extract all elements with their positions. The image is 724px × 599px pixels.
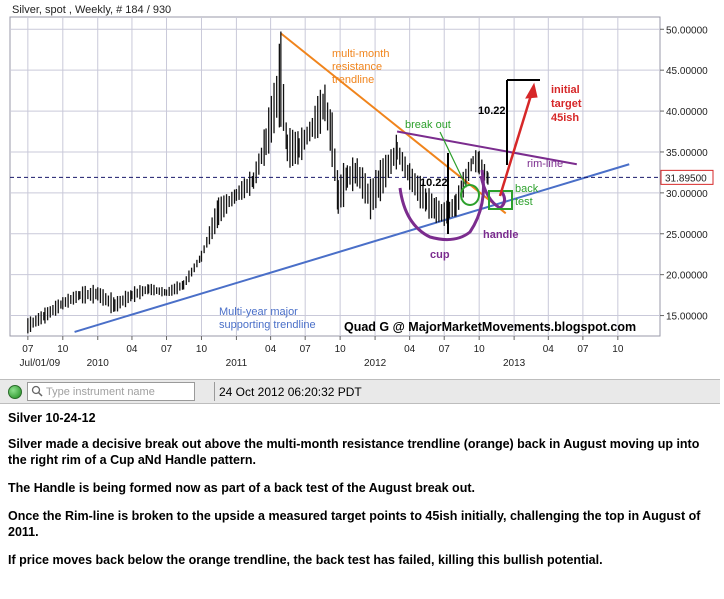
- y-tick-label: 35.00000: [666, 148, 708, 159]
- target-move-label: 10.22: [478, 105, 506, 117]
- x-tick-label: 2010: [87, 358, 110, 369]
- watermark-credit: Quad G @ MajorMarketMovements.blogspot.c…: [344, 320, 636, 334]
- toolbar-divider: [214, 382, 215, 401]
- handle-label: handle: [483, 229, 518, 241]
- x-tick-label: 07: [161, 344, 173, 355]
- y-tick-label: 45.00000: [666, 66, 708, 77]
- y-tick-label: 20.00000: [666, 271, 708, 282]
- x-tick-label: Jul/01/09: [20, 358, 61, 369]
- x-tick-label: 04: [404, 344, 416, 355]
- y-tick-label: 30.00000: [666, 189, 708, 200]
- x-tick-label: 04: [265, 344, 277, 355]
- x-tick-label: 2011: [226, 358, 248, 369]
- breakout-label: break out: [405, 119, 451, 131]
- target-arrow-head: [525, 82, 538, 99]
- article-paragraph: The Handle is being formed now as part o…: [8, 481, 475, 495]
- x-tick-label: 07: [439, 344, 451, 355]
- x-tick-label: 2012: [364, 358, 387, 369]
- x-tick-label: 04: [126, 344, 138, 355]
- search-icon: [31, 385, 43, 397]
- instrument-search-input[interactable]: [46, 383, 190, 400]
- y-tick-label: 50.00000: [666, 25, 708, 36]
- current-price-label: 31.89500: [665, 173, 707, 184]
- breakout-circle: [460, 184, 480, 206]
- back-test-label: back test: [515, 183, 539, 208]
- instrument-search-box[interactable]: [27, 382, 195, 401]
- breakout-pointer: [439, 131, 467, 187]
- x-tick-label: 10: [57, 344, 69, 355]
- chart-header: Silver, spot , Weekly, # 184 / 930: [12, 4, 171, 16]
- chart-window: 31.89500 multi-month resistance trendline br…: [0, 4, 720, 404]
- toolbar: 24 Oct 2012 06:20:32 PDT: [0, 379, 720, 404]
- rim-line: [396, 130, 577, 166]
- status-indicator: [8, 385, 22, 399]
- x-tick-label: 10: [335, 344, 347, 355]
- x-tick-label: 04: [543, 344, 555, 355]
- x-tick-label: 07: [300, 344, 312, 355]
- article-paragraph: Silver made a decisive break out above t…: [8, 437, 700, 467]
- rim-line-label: rim-line: [527, 158, 563, 170]
- resistance-trendline-label: multi-month resistance trendline: [332, 48, 389, 86]
- article-paragraph: Once the Rim-line is broken to the upsid…: [8, 509, 701, 539]
- y-tick-label: 25.00000: [666, 230, 708, 241]
- x-tick-label: 07: [577, 344, 589, 355]
- article-paragraph: If price moves back below the orange tre…: [8, 553, 603, 567]
- x-tick-label: 07: [22, 344, 34, 355]
- cup-curve: [398, 169, 485, 242]
- support-trendline: [74, 163, 630, 333]
- chart: 31.89500 multi-month resistance trendline br…: [9, 4, 714, 369]
- y-tick-label: 40.00000: [666, 107, 708, 118]
- support-trendline-label: Multi-year major supporting trendline: [219, 306, 316, 331]
- target-label: initial target 45ish: [551, 84, 582, 124]
- x-tick-label: 10: [612, 344, 624, 355]
- resistance-trendline: [280, 32, 507, 215]
- x-tick-label: 10: [196, 344, 208, 355]
- current-price-box: [660, 169, 714, 185]
- y-tick-label: 15.00000: [666, 312, 708, 323]
- measured-move-label: 10.22: [420, 177, 448, 189]
- timestamp: 24 Oct 2012 06:20:32 PDT: [219, 385, 362, 399]
- x-tick-label: 10: [474, 344, 486, 355]
- article: Silver 10-24-12 Silver made a decisive b…: [8, 410, 716, 580]
- cup-label: cup: [430, 249, 450, 261]
- x-tick-label: 2013: [503, 358, 526, 369]
- article-heading: Silver 10-24-12: [8, 411, 96, 425]
- target-arrow-line: [498, 91, 534, 197]
